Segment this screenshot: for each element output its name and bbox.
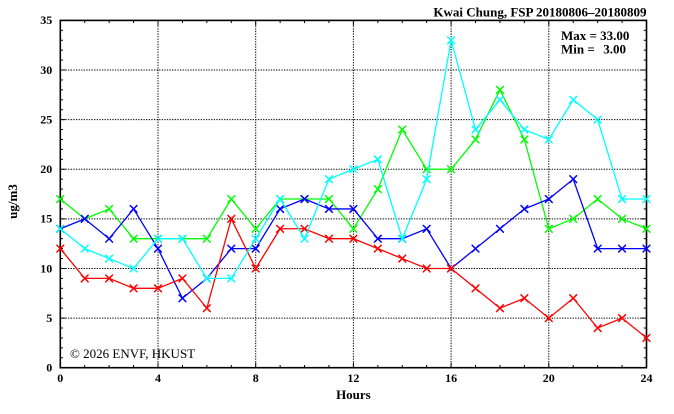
svg-text:15: 15 <box>40 212 52 226</box>
svg-text:0: 0 <box>46 361 52 375</box>
svg-text:20: 20 <box>40 162 52 176</box>
svg-text:5: 5 <box>46 311 52 325</box>
svg-text:30: 30 <box>40 63 52 77</box>
svg-text:25: 25 <box>40 112 52 126</box>
svg-text:4: 4 <box>155 371 161 385</box>
svg-text:0: 0 <box>57 371 63 385</box>
svg-text:16: 16 <box>445 371 457 385</box>
svg-text:Kwai Chung, FSP 20180806–20180: Kwai Chung, FSP 20180806–20180809 <box>433 5 647 20</box>
svg-text:© 2026 ENVF, HKUST: © 2026 ENVF, HKUST <box>70 346 195 361</box>
svg-text:12: 12 <box>347 371 359 385</box>
svg-text:8: 8 <box>253 371 259 385</box>
svg-text:35: 35 <box>40 13 52 27</box>
svg-text:Hours: Hours <box>336 387 371 402</box>
svg-text:24: 24 <box>641 371 653 385</box>
svg-text:20: 20 <box>543 371 555 385</box>
svg-text:10: 10 <box>40 261 52 275</box>
svg-text:Min = 3.00: Min = 3.00 <box>561 42 626 57</box>
svg-text:ug/m3: ug/m3 <box>5 184 20 219</box>
